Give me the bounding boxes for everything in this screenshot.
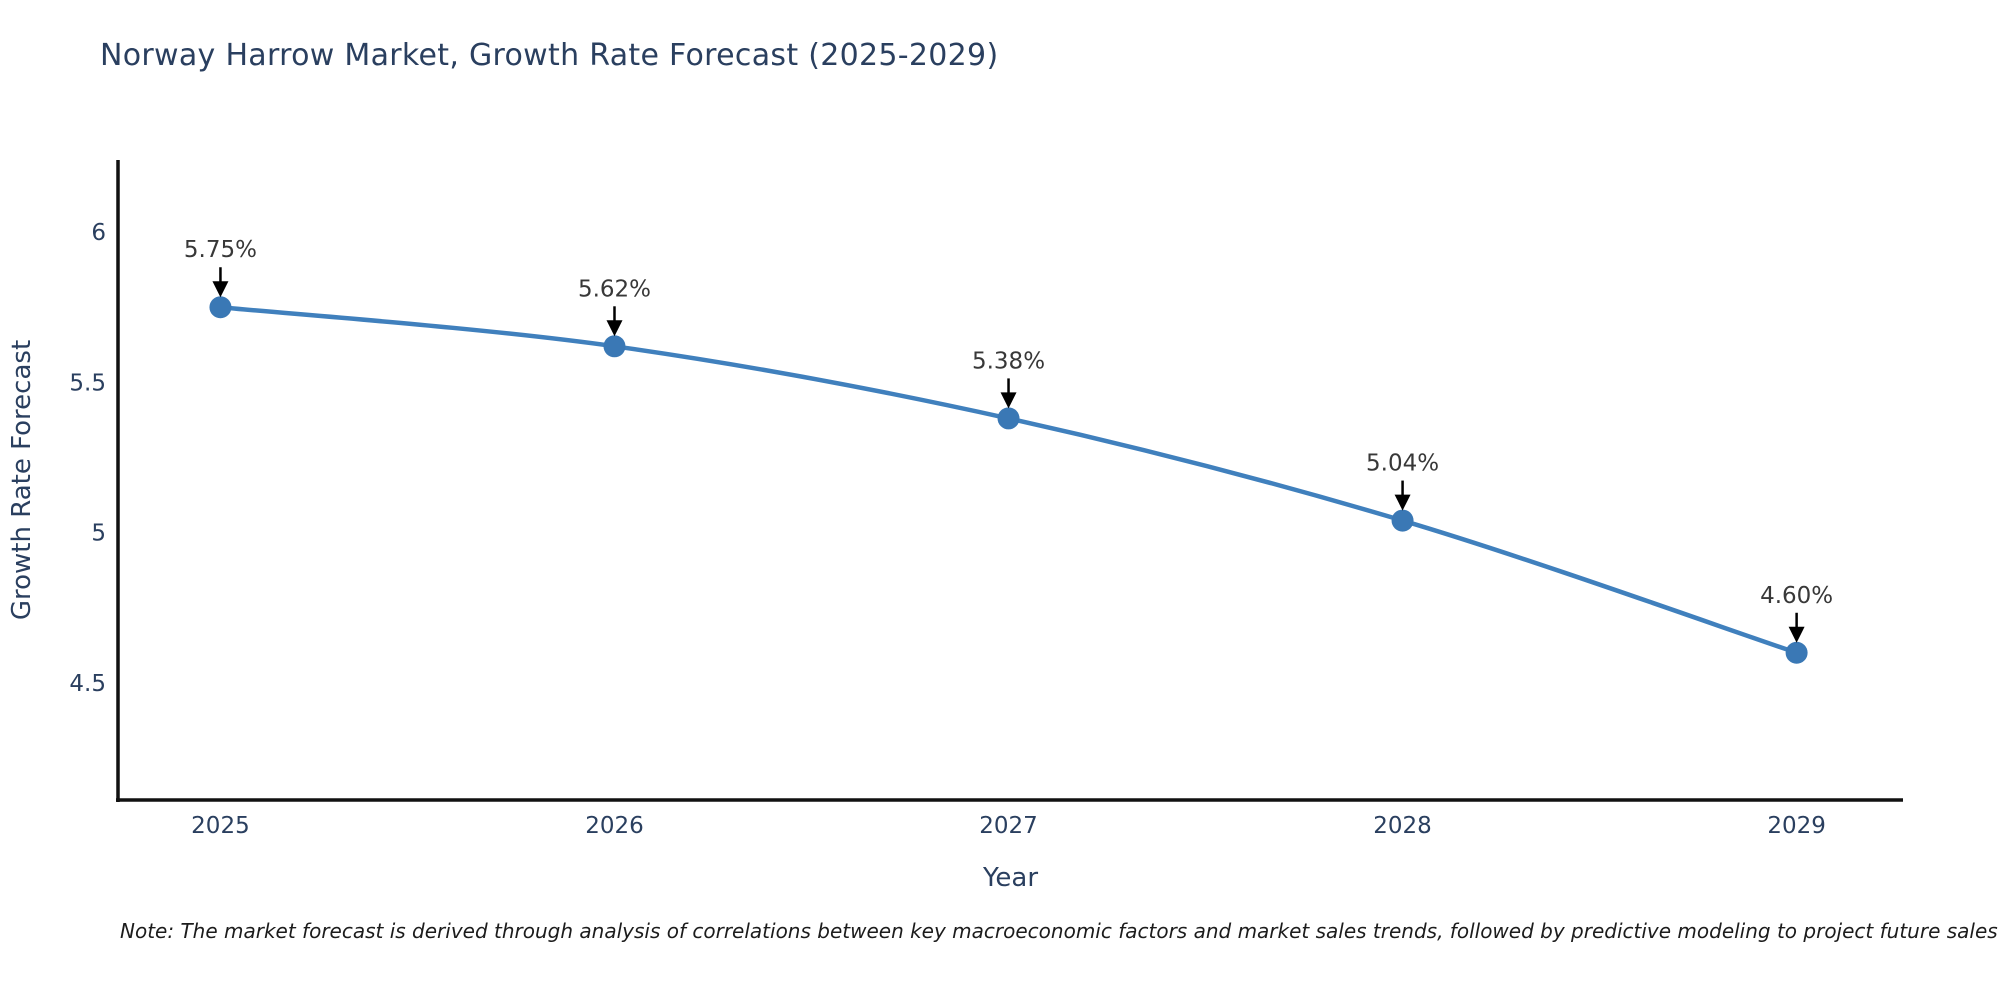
point-annotation-label: 4.60%: [1760, 583, 1833, 609]
annotation-arrowhead-icon: [606, 320, 623, 337]
chart-title: Norway Harrow Market, Growth Rate Foreca…: [100, 38, 999, 73]
y-tick-label: 5: [91, 521, 106, 547]
annotation-arrowhead-icon: [212, 281, 229, 298]
annotation-arrowhead-icon: [1000, 392, 1017, 409]
data-point-marker[interactable]: [603, 335, 626, 358]
data-point-marker[interactable]: [1785, 641, 1808, 664]
x-tick-label: 2028: [1373, 813, 1432, 839]
x-tick-label: 2026: [585, 813, 644, 839]
data-point-marker[interactable]: [997, 407, 1020, 430]
point-annotation-label: 5.04%: [1366, 451, 1439, 477]
point-annotation-label: 5.38%: [972, 348, 1045, 374]
annotation-arrowhead-icon: [1788, 626, 1805, 643]
x-tick-label: 2027: [979, 813, 1038, 839]
point-annotation-label: 5.75%: [184, 237, 257, 263]
y-axis-title: Growth Rate Forecast: [7, 340, 37, 620]
point-annotation-label: 5.62%: [578, 276, 651, 302]
x-tick-label: 2025: [191, 813, 250, 839]
annotation-arrowhead-icon: [1394, 494, 1411, 511]
y-tick-label: 5.5: [69, 370, 106, 396]
data-point-marker[interactable]: [209, 296, 232, 319]
x-axis-title: Year: [982, 863, 1038, 893]
y-tick-label: 6: [91, 220, 106, 246]
footnote: Note: The market forecast is derived thr…: [120, 919, 1998, 943]
y-tick-label: 4.5: [69, 671, 106, 697]
x-tick-label: 2029: [1767, 813, 1826, 839]
data-point-marker[interactable]: [1391, 509, 1414, 532]
